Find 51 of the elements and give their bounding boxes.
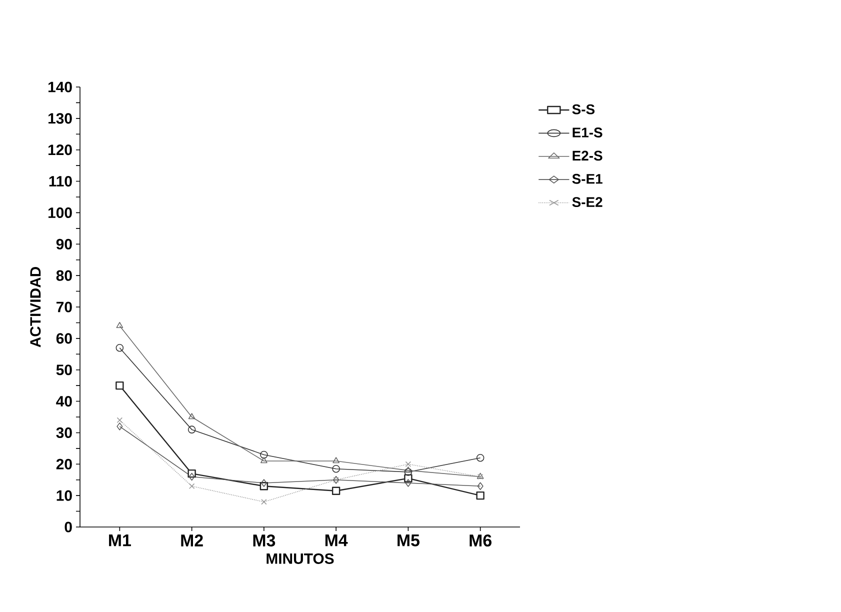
y-tick-label: 20	[56, 458, 72, 470]
point	[405, 461, 412, 468]
x-tick-label: M3	[253, 534, 276, 547]
point	[404, 468, 412, 476]
point	[404, 466, 412, 473]
y-tick-label: 30	[56, 427, 72, 438]
point	[188, 472, 195, 481]
point	[188, 426, 196, 434]
y-tick-label: 60	[56, 333, 72, 344]
legend-label: S-S	[572, 104, 595, 114]
legend-label: S-E2	[572, 197, 602, 208]
x-axis-title: MINUTOS	[266, 553, 334, 564]
point	[260, 450, 268, 459]
y-tick-label: 0	[64, 522, 72, 532]
point	[116, 381, 124, 390]
x-tick-label: M5	[398, 534, 420, 546]
y-tick-label: 80	[56, 270, 72, 281]
legend-label: E1-S	[572, 128, 602, 138]
point	[476, 454, 484, 462]
y-tick-label: 90	[56, 238, 72, 250]
legend-label: S-E1	[572, 174, 602, 184]
y-tick-label: 130	[48, 113, 72, 124]
x-tick-label: M6	[470, 534, 492, 547]
point	[116, 344, 124, 352]
y-tick-label: 10	[56, 490, 72, 501]
y-tick-label: 100	[48, 207, 72, 218]
point	[116, 322, 124, 328]
x-tick-label: M2	[181, 534, 203, 546]
y-tick-label: 70	[56, 302, 72, 312]
point	[332, 464, 340, 473]
y-tick-label: 50	[56, 364, 72, 376]
point	[188, 483, 195, 490]
point	[116, 422, 123, 430]
y-tick-label: 140	[48, 82, 72, 92]
point	[261, 498, 267, 505]
point	[332, 486, 340, 495]
y-tick-label: 40	[56, 396, 72, 407]
x-tick-label: M4	[325, 534, 348, 546]
y-tick-label: 120	[48, 144, 72, 156]
x-tick-label: M1	[109, 534, 131, 546]
point	[188, 413, 196, 420]
point	[332, 457, 340, 464]
y-axis-title: ACTIVIDAD	[30, 266, 41, 348]
point	[405, 479, 412, 487]
y-tick-label: 110	[49, 176, 72, 187]
point	[476, 491, 484, 500]
point	[116, 417, 123, 424]
point	[477, 482, 484, 490]
point	[260, 479, 267, 487]
legend-label: E2-S	[572, 150, 602, 161]
point	[260, 457, 268, 464]
